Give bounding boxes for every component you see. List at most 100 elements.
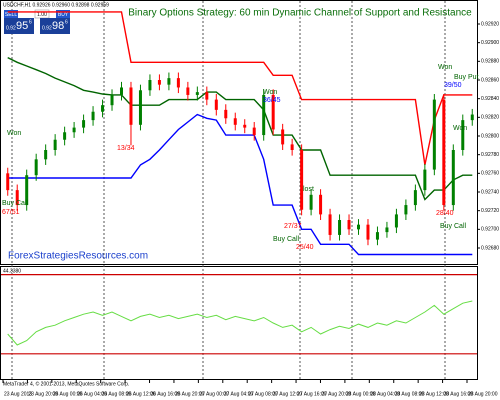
sell-button[interactable] bbox=[4, 10, 18, 18]
candle-body bbox=[404, 205, 408, 215]
candle-body bbox=[413, 190, 417, 206]
x-tick-label: 28 Aug 00:00 bbox=[346, 391, 376, 397]
candle-body bbox=[110, 94, 114, 106]
candle-body bbox=[252, 127, 256, 136]
x-tick-label: 26 Aug 08:00 bbox=[102, 391, 132, 397]
buy-label: BUY bbox=[58, 12, 69, 18]
watermark: ForexStrategiesResources.com bbox=[8, 251, 148, 262]
indicator-frame bbox=[0, 266, 478, 380]
candle-body bbox=[138, 90, 142, 125]
candle-body bbox=[224, 109, 228, 119]
y-tick-label: 0.92700 bbox=[481, 227, 499, 233]
y-tick-label: 0.92740 bbox=[481, 189, 499, 195]
buy-price-small: 0.92 bbox=[42, 25, 52, 31]
candle-body bbox=[366, 224, 370, 240]
candle-body bbox=[357, 224, 360, 230]
footer: MetaTrader 4, © 2001-2013, MetaQuotes So… bbox=[3, 380, 129, 387]
candle-body bbox=[167, 78, 171, 85]
candle-body bbox=[176, 78, 180, 88]
candle-body bbox=[63, 132, 67, 140]
sell-price-small: 0.92 bbox=[6, 25, 16, 31]
channel-line bbox=[7, 56, 473, 201]
candle-body bbox=[243, 124, 247, 128]
y-tick-label: 0.92800 bbox=[481, 133, 499, 139]
candle-body bbox=[34, 159, 38, 176]
indicator-label: 44.3380 bbox=[3, 268, 21, 274]
annotation: 27/37 bbox=[284, 223, 302, 230]
y-tick-label: 0.92680 bbox=[481, 245, 499, 251]
x-tick-label: 26 Aug 16:00 bbox=[151, 391, 181, 397]
x-tick-label: 26 Aug 00:00 bbox=[53, 391, 83, 397]
x-tick-label: 28 Aug 20:00 bbox=[468, 391, 498, 397]
candle-body bbox=[385, 227, 389, 233]
candle-body bbox=[328, 214, 332, 235]
candle-body bbox=[461, 120, 465, 150]
candle-body bbox=[300, 150, 304, 210]
candle-body bbox=[233, 118, 237, 125]
candle-body bbox=[120, 87, 123, 95]
annotation: 28/40 bbox=[436, 210, 454, 217]
candle-body bbox=[205, 92, 209, 100]
annotation: Won bbox=[7, 130, 21, 137]
annotation: Buy Call bbox=[2, 200, 29, 207]
x-tick-label: 27 Aug 16:00 bbox=[297, 391, 327, 397]
x-tick-label: 23 Aug 2013 bbox=[4, 391, 32, 397]
annotation: Won bbox=[453, 125, 467, 132]
candle-body bbox=[347, 220, 351, 230]
annotation: Buy Call bbox=[440, 223, 467, 230]
candle-body bbox=[423, 169, 427, 191]
buy-button[interactable] bbox=[56, 10, 70, 18]
candle-body bbox=[82, 120, 86, 128]
candle-body bbox=[44, 150, 48, 160]
candle-body bbox=[157, 80, 161, 85]
candle-body bbox=[195, 92, 199, 95]
x-tick-label: 27 Aug 20:00 bbox=[321, 391, 351, 397]
x-tick-label: 27 Aug 12:00 bbox=[273, 391, 303, 397]
candle-body bbox=[25, 175, 29, 206]
channel-line bbox=[7, 11, 473, 166]
x-tick-label: 27 Aug 04:00 bbox=[224, 391, 254, 397]
x-tick-label: 26 Aug 12:00 bbox=[126, 391, 156, 397]
annotation: 67/51 bbox=[2, 209, 20, 216]
candle-body bbox=[186, 87, 190, 95]
candle-body bbox=[72, 127, 76, 133]
candle-body bbox=[148, 80, 152, 91]
channel-line bbox=[7, 113, 473, 256]
x-tick-label: 28 Aug 04:00 bbox=[370, 391, 400, 397]
x-tick-label: 28 Aug 12:00 bbox=[419, 391, 449, 397]
sell-price-sup: 6 bbox=[29, 19, 32, 25]
candle-body bbox=[281, 129, 285, 145]
annotation: 13/34 bbox=[117, 145, 135, 152]
y-tick-label: 0.92780 bbox=[481, 152, 499, 158]
y-tick-label: 0.92900 bbox=[481, 40, 499, 46]
x-tick-label: 28 Aug 08:00 bbox=[395, 391, 425, 397]
sell-label: SELL bbox=[5, 12, 17, 18]
lot: 1.00 bbox=[37, 12, 47, 18]
annotation: Won bbox=[263, 89, 277, 96]
candle-body bbox=[262, 94, 266, 136]
candle-body bbox=[6, 173, 10, 191]
sell-price-box bbox=[4, 18, 34, 34]
candle-body bbox=[309, 194, 313, 210]
x-tick-label: 26 Aug 20:00 bbox=[175, 391, 205, 397]
candle-body bbox=[129, 87, 133, 125]
y-tick-label: 0.92840 bbox=[481, 96, 499, 102]
main-frame bbox=[0, 0, 478, 265]
y-tick-label: 0.92720 bbox=[481, 208, 499, 214]
candle-body bbox=[15, 190, 19, 206]
y-tick-label: 0.92760 bbox=[481, 171, 499, 177]
chart-title: Binary Options Strategy: 60 min Dynamic … bbox=[128, 8, 472, 19]
buy-price-box bbox=[40, 18, 70, 34]
y-tick-label: 0.92860 bbox=[481, 77, 499, 83]
candle-body bbox=[271, 94, 275, 130]
symbol-line: USDCHF,H1 0.92926 0.92960 0.92898 0.9295… bbox=[3, 2, 109, 8]
buy-price-big: 98 bbox=[52, 20, 64, 32]
x-tick-label: 27 Aug 00:00 bbox=[199, 391, 229, 397]
annotation: lost bbox=[303, 186, 314, 193]
x-tick-label: 27 Aug 08:00 bbox=[248, 391, 278, 397]
buy-price-sup: 6 bbox=[65, 19, 68, 25]
y-tick-label: 0.92880 bbox=[481, 59, 499, 65]
annotation: 39/50 bbox=[444, 82, 462, 89]
x-tick-label: 26 Aug 04:00 bbox=[77, 391, 107, 397]
